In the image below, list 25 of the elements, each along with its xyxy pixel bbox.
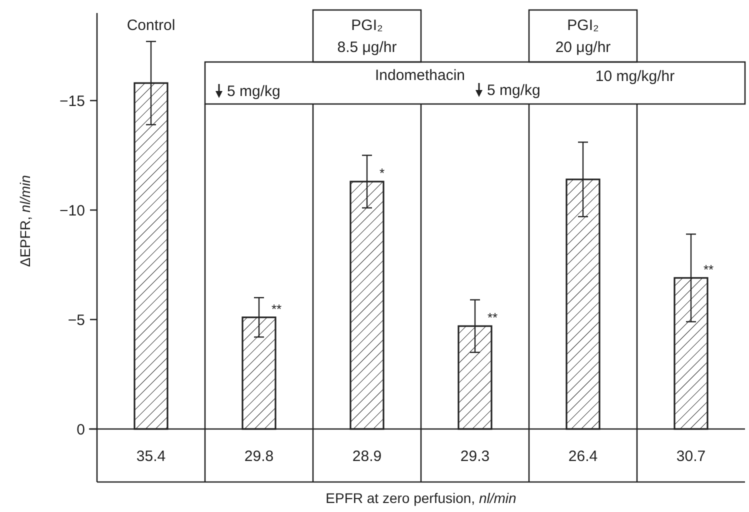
- annotation: 10 mg/kg/hr: [595, 68, 675, 85]
- y-tick-label: −5: [68, 312, 85, 329]
- y-tick-label: 0: [76, 421, 85, 438]
- annotation: **: [704, 262, 714, 277]
- x-tick-label: 30.7: [676, 448, 706, 465]
- annotation: 20 μg/hr: [555, 39, 611, 56]
- x-tick-label: 29.8: [244, 448, 274, 465]
- x-tick-label: 29.3: [460, 448, 490, 465]
- annotation: *: [380, 166, 385, 181]
- annotation: **: [272, 301, 282, 316]
- annotation: Control: [126, 17, 176, 34]
- annotation: 8.5 μg/hr: [337, 39, 397, 56]
- annotation: **: [488, 310, 498, 326]
- y-tick-label: −15: [60, 92, 85, 110]
- x-tick-label: 35.4: [136, 448, 166, 465]
- annotation: PGI₂: [351, 17, 384, 34]
- x-axis-title: EPFR at zero perfusion, nl/min: [326, 490, 517, 506]
- y-tick-label: −10: [60, 202, 85, 220]
- annotation: 5 mg/kg: [487, 82, 540, 99]
- annotation: Indomethacin: [374, 67, 466, 84]
- x-tick-label: 26.4: [568, 448, 598, 465]
- y-axis-title: ΔEPFR, nl/min: [17, 174, 33, 267]
- annotation: PGI₂: [567, 17, 600, 34]
- annotation: 5 mg/kg: [227, 83, 280, 100]
- x-tick-label: 28.9: [352, 448, 382, 465]
